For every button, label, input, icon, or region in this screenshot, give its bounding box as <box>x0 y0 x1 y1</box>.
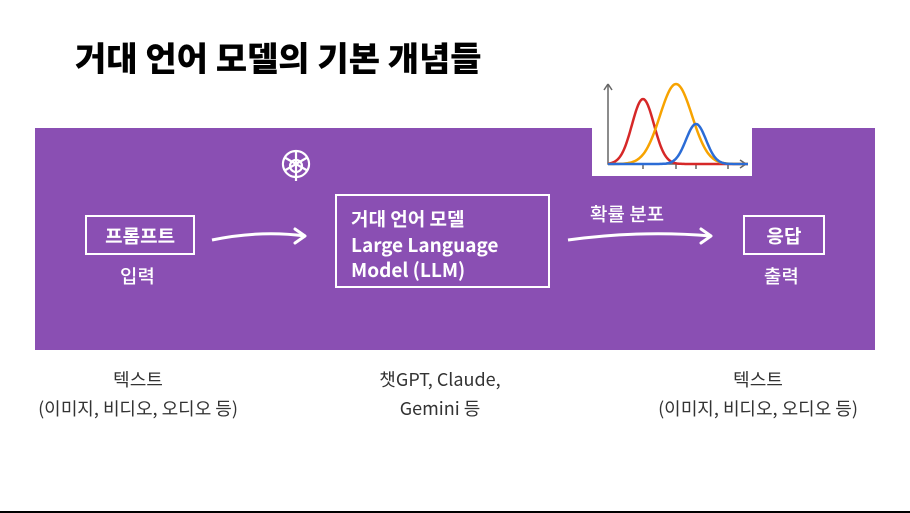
below-right-label: 텍스트 (이미지, 비디오, 오디오 등) <box>628 365 888 423</box>
openai-icon <box>275 145 317 187</box>
response-box: 응답 <box>743 215 825 255</box>
arrow-llm-to-response <box>566 222 726 250</box>
below-right-line1: 텍스트 <box>628 365 888 394</box>
prompt-box-label: 프롬프트 <box>105 222 175 249</box>
llm-line3: Model (LLM) <box>351 257 465 283</box>
below-left-line2: (이미지, 비디오, 오디오 등) <box>8 394 268 423</box>
llm-line2: Large Language <box>351 232 498 258</box>
response-box-label: 응답 <box>767 222 802 249</box>
below-center-label: 챗GPT, Claude, Gemini 등 <box>330 365 550 423</box>
page-title: 거대 언어 모델의 기본 개념들 <box>75 32 482 81</box>
below-center-line1: 챗GPT, Claude, <box>330 365 550 394</box>
below-center-line2: Gemini 등 <box>330 394 550 423</box>
llm-line1: 거대 언어 모델 <box>351 206 465 232</box>
arrow-prompt-to-llm <box>210 222 320 250</box>
llm-box: 거대 언어 모델 Large Language Model (LLM) <box>335 194 550 288</box>
completion-label: (Completion) <box>0 0 910 32</box>
response-sublabel: 출력 <box>764 262 799 289</box>
below-right-line2: (이미지, 비디오, 오디오 등) <box>628 394 888 423</box>
below-left-line1: 텍스트 <box>8 365 268 394</box>
prompt-sublabel: 입력 <box>120 262 155 289</box>
probability-distribution-chart <box>592 76 752 176</box>
prompt-box: 프롬프트 <box>85 215 195 255</box>
below-left-label: 텍스트 (이미지, 비디오, 오디오 등) <box>8 365 268 423</box>
